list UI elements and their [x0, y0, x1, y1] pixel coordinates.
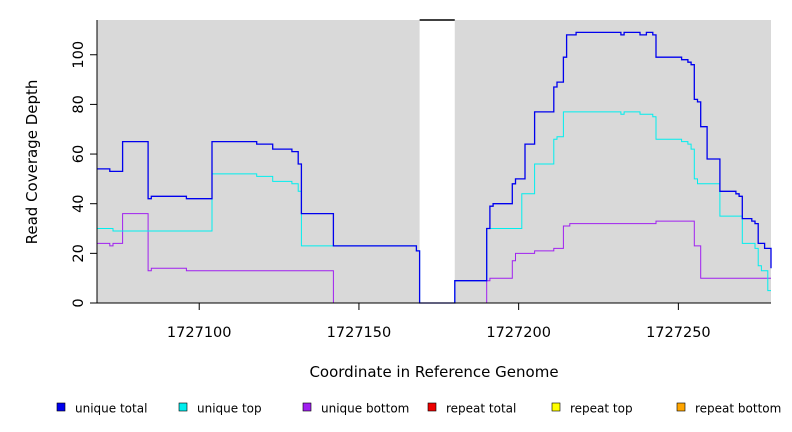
y-tick-label-20: 20 [71, 244, 87, 262]
legend-label-unique-top: unique top [197, 402, 262, 416]
x-axis-label: Coordinate in Reference Genome [309, 363, 558, 381]
y-tick-label-60: 60 [71, 145, 87, 163]
legend: unique total unique top unique bottom repea… [56, 402, 781, 416]
series-line-unique-bottom [97, 213, 771, 304]
x-tick-label-1727200: 1727200 [486, 325, 551, 341]
y-tick-label-80: 80 [71, 95, 87, 113]
legend-swatch-unique-total [56, 402, 66, 412]
series-line-unique-total [97, 31, 772, 304]
legend-label-unique-bottom: unique bottom [321, 402, 409, 416]
y-axis-label: Read Coverage Depth [23, 80, 41, 245]
legend-label-repeat-top: repeat top [570, 402, 633, 416]
legend-swatch-repeat-bottom [676, 402, 686, 412]
y-tick-label-0: 0 [71, 298, 87, 307]
legend-swatch-repeat-total [427, 402, 437, 412]
gap-region-0 [419, 20, 455, 303]
legend-label-repeat-total: repeat total [446, 402, 516, 416]
x-tick-label-1727150: 1727150 [327, 325, 392, 341]
plot-background [97, 19, 771, 303]
legend-swatch-unique-bottom [302, 402, 312, 412]
series-line-unique-top [97, 111, 771, 304]
legend-label-repeat-bottom: repeat bottom [695, 402, 781, 416]
y-tick-label-40: 40 [71, 194, 87, 212]
y-tick-label-100: 100 [71, 41, 87, 69]
x-tick-label-1727250: 1727250 [646, 325, 711, 341]
legend-swatch-repeat-top [551, 402, 561, 412]
x-tick-label-1727100: 1727100 [167, 325, 232, 341]
legend-label-unique-total: unique total [75, 402, 147, 416]
legend-swatch-unique-top [178, 402, 188, 412]
axes: 0 20 40 60 80 100 1727100 1727150 1727200 1727250 [71, 20, 771, 341]
